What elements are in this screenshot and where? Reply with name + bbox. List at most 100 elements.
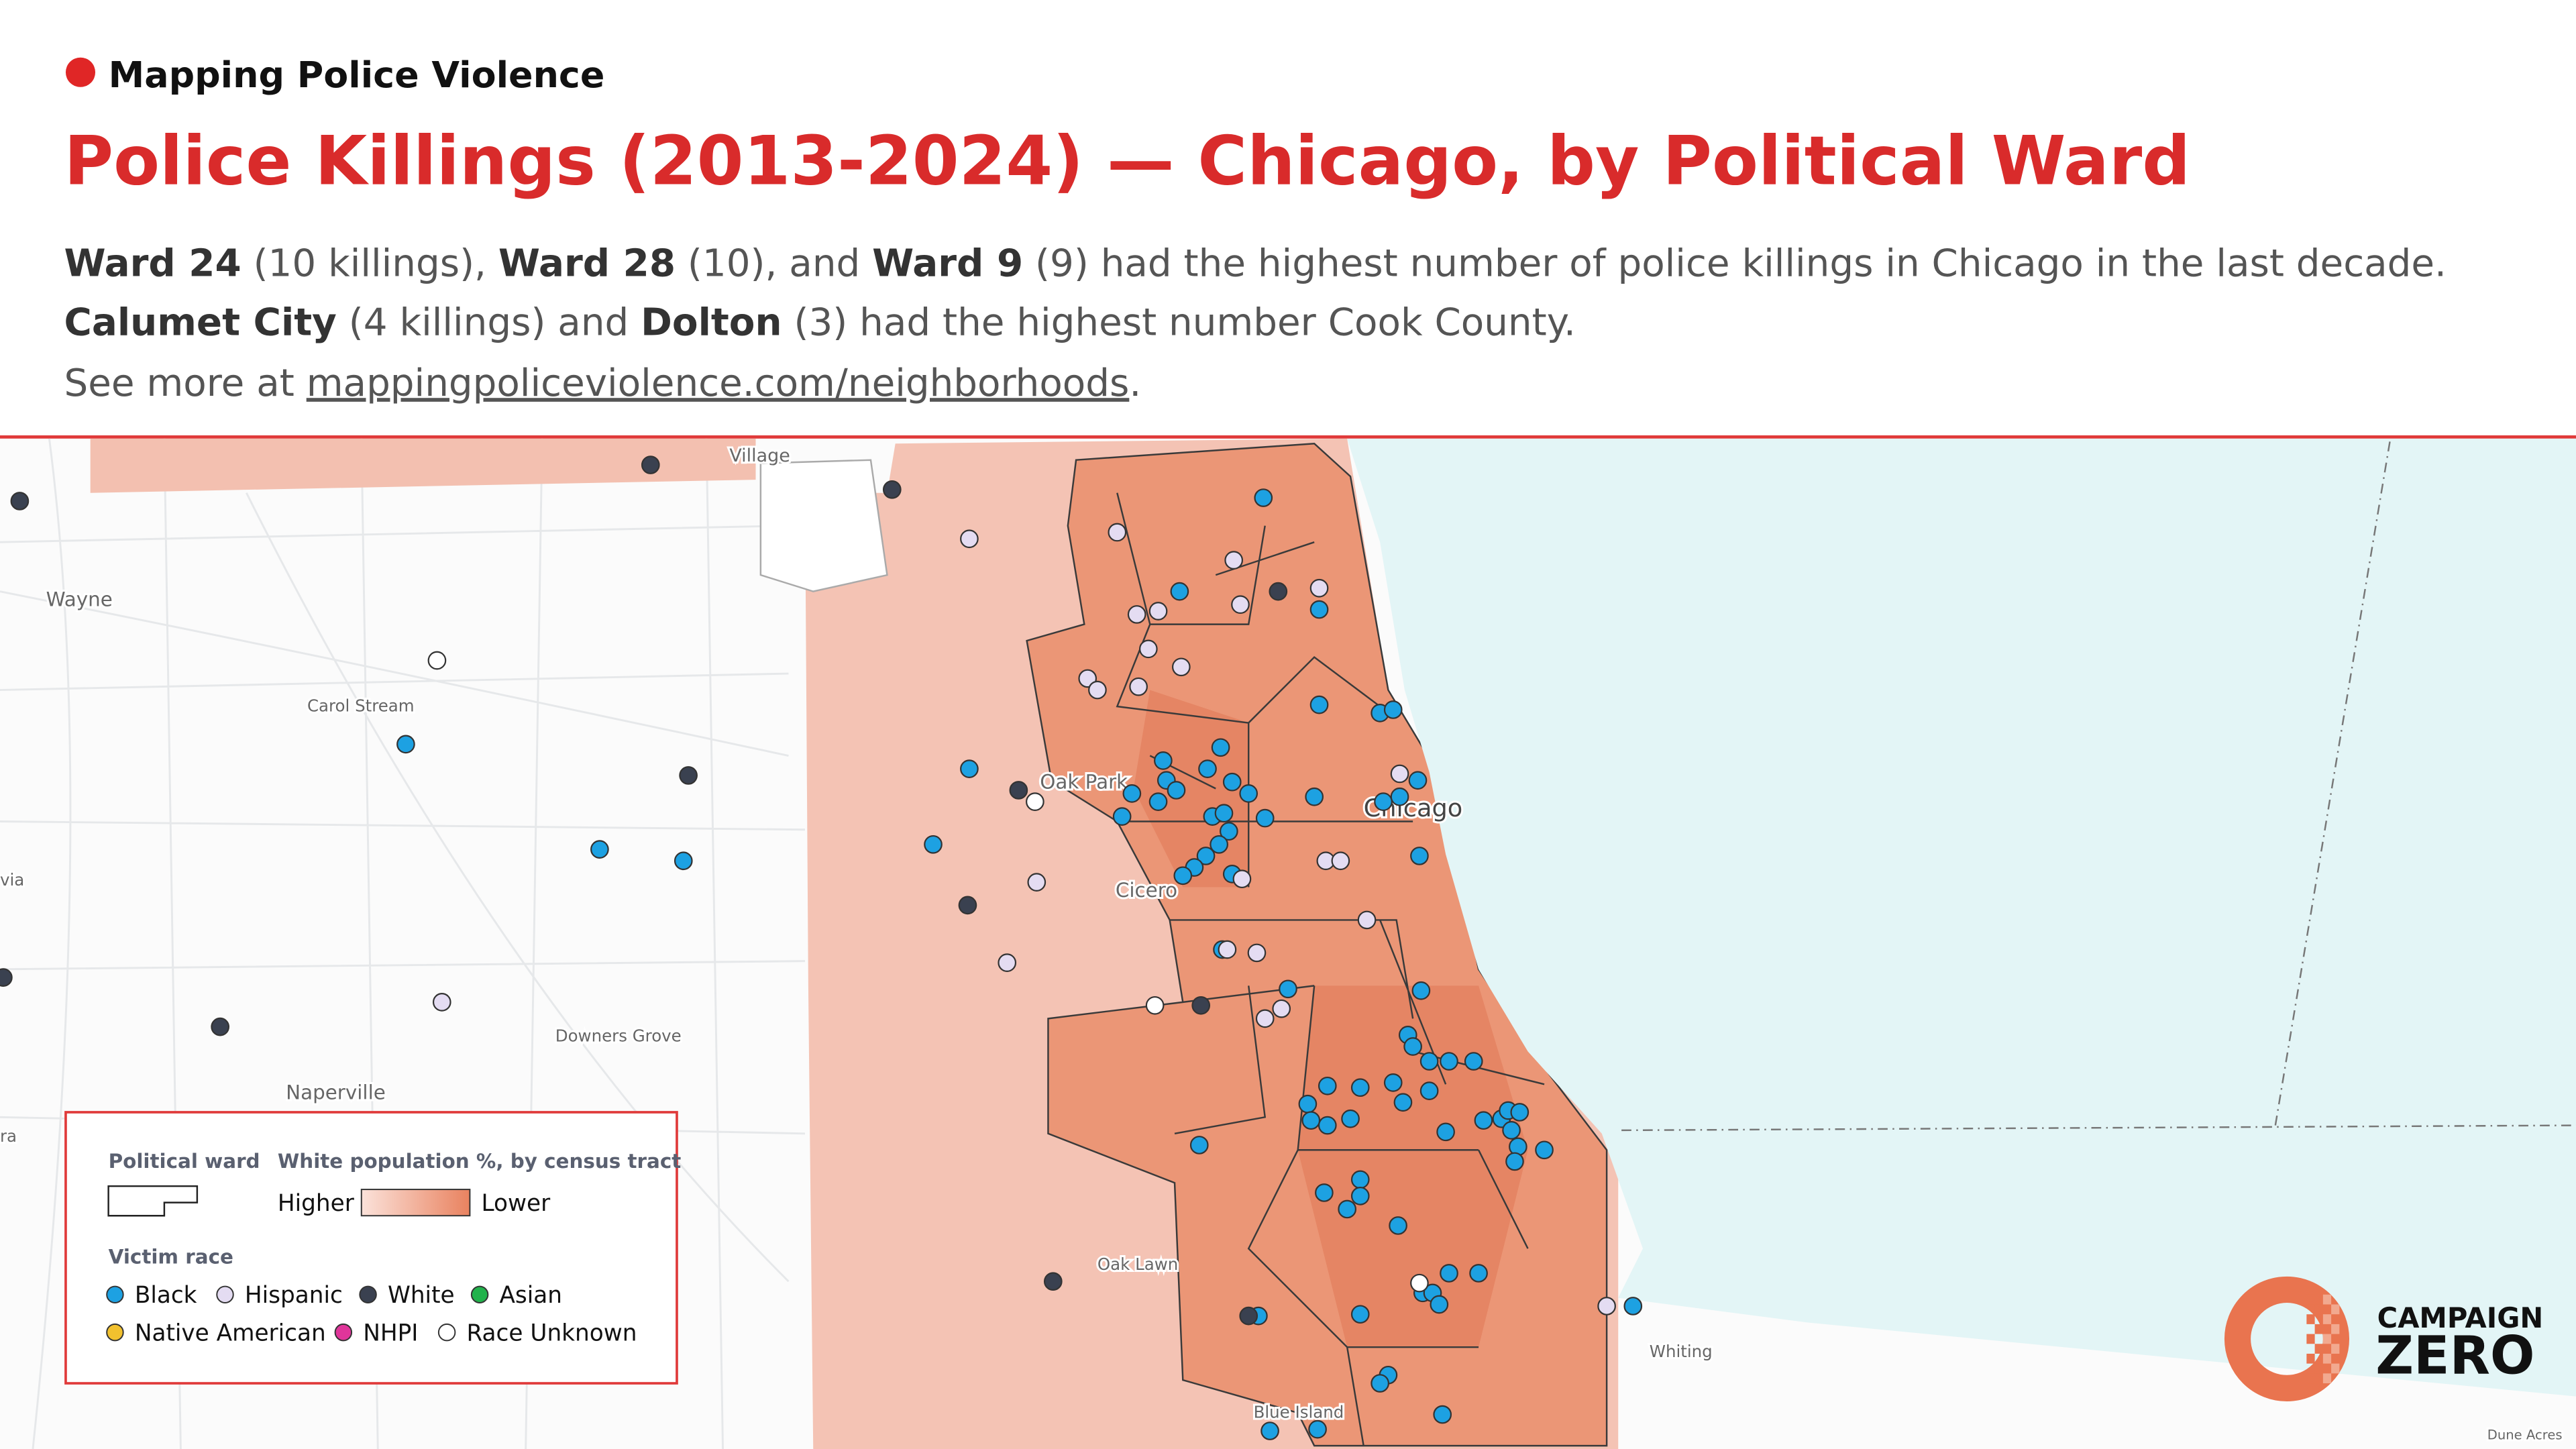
title: Police Killings (2013-2024) — Chicago, b… [64,121,2191,200]
victim-dot [211,1017,230,1036]
victim-dot [1389,1216,1407,1235]
victim-dot [1350,1187,1370,1205]
logo-cell [2314,1344,2323,1354]
subtitle-line: Ward 24 (10 killings), Ward 28 (10), and… [64,241,2447,285]
victim-dot [1112,807,1132,826]
victim-dot [1247,943,1267,963]
ward-swatch [107,1185,199,1217]
victim-dot [1410,1273,1429,1293]
victim-dot [1231,595,1250,614]
race-swatch [470,1285,489,1304]
race-label: Black [135,1282,197,1309]
victim-dot [1210,835,1228,854]
subtitle-bold: Calumet City [64,301,337,345]
ward-boundaries [1026,442,1608,1447]
race-swatch [106,1285,124,1304]
victim-dot [1309,695,1329,714]
logo-cell [2306,1334,2315,1344]
victim-dot [427,651,447,670]
victim-dot [641,455,660,474]
victim-dot [1148,602,1168,621]
victim-dot [1309,578,1329,598]
victim-dot [1298,1094,1318,1114]
village-area [759,459,888,592]
victim-dot [396,735,415,754]
victim-dot [1411,981,1431,1000]
race-swatch [359,1285,377,1304]
victim-dot [924,835,943,854]
place-label: Dune Acres [2487,1427,2563,1442]
logo-ring [2224,1276,2350,1401]
victim-dot [1043,1272,1063,1291]
victim-dot [1318,1076,1337,1095]
victim-dot [1129,677,1148,696]
logo-pattern [2306,1294,2340,1384]
logo-cell [2331,1344,2340,1354]
victim-dot [1433,1405,1452,1424]
race-label: Race Unknown [467,1320,637,1346]
subtitle-bold: Ward 9 [872,241,1023,285]
victim-dot [1419,1081,1439,1100]
logo-cell [2306,1314,2315,1324]
victim-dot [1350,1305,1370,1324]
race-swatch [106,1323,124,1342]
place-label: Blue Island [1254,1402,1344,1421]
subtitle-text: (4 killings) and [337,301,641,345]
victim-dot [1214,804,1234,823]
logo-cell [2322,1334,2332,1344]
logo-cell [2306,1353,2315,1364]
victim-dot [1440,1264,1458,1283]
victim-dot [1419,1052,1439,1071]
legend-lower: Lower [482,1190,551,1217]
brand: Mapping Police Violence [109,54,605,96]
victim-dot [1260,1421,1279,1440]
victim-dot [1154,751,1173,770]
victim-dot [0,968,13,987]
more-line: See more at mappingpoliceviolence.com/ne… [64,362,1142,405]
logo-cell [2314,1304,2323,1315]
victim-dot [1341,1109,1360,1128]
more-link[interactable]: mappingpoliceviolence.com/neighborhoods [307,362,1130,405]
victim-dot [1371,1374,1389,1393]
victim-dot [1510,1103,1529,1122]
place-label: Village [729,445,790,466]
logo-cell [2322,1294,2332,1305]
victim-dot [1254,488,1273,507]
victim-dot [1390,787,1409,806]
victim-dot [10,492,30,511]
victim-dot [1403,1037,1422,1056]
race-label: Hispanic [245,1282,343,1309]
race-legend: Black Hispanic White Asian Native American NH… [106,1282,637,1346]
logo-line2: ZERO [2375,1325,2534,1386]
subtitle-bold: Ward 28 [498,241,676,285]
victim-dot [1173,866,1193,885]
victim-dot [1027,873,1046,892]
victim-dot [1171,657,1191,677]
victim-dot [674,851,693,871]
victim-dot [1088,680,1107,700]
victim-dot [1196,847,1216,865]
victim-dot [1026,792,1044,811]
victim-dot [1440,1052,1458,1071]
victim-dot [1308,1419,1327,1439]
place-label: Oak Park [1040,771,1128,794]
victim-dot [1224,551,1244,570]
place-label: Wayne [46,588,113,611]
subtitle-line: Calumet City (4 killings) and Dolton (3)… [64,301,1576,345]
victim-dot [1255,1009,1275,1028]
victim-dot [960,759,979,778]
victim-dot [1383,1073,1403,1092]
victim-dot [1148,792,1168,811]
victim-dot [1009,781,1028,800]
victim-dot [1430,1295,1449,1314]
race-label: Native American [135,1320,326,1346]
race-label: NHPI [363,1320,418,1346]
race-swatch [216,1285,234,1304]
logo-cell [2314,1363,2323,1374]
subtitle-bold: Dolton [641,301,782,345]
legend-box [64,1111,678,1385]
victim-dot [1170,582,1189,601]
more-prefix: See more at [64,362,307,405]
